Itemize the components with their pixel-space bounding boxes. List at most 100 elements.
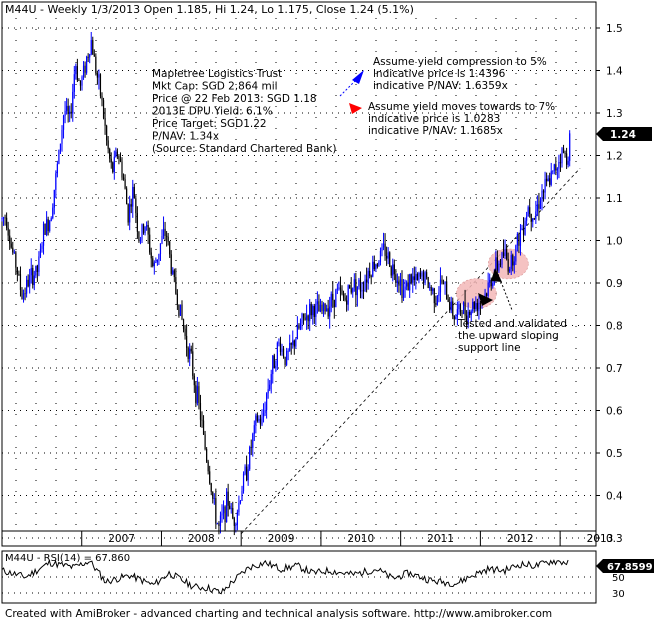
candle-body (39, 248, 42, 257)
candle-body (62, 115, 65, 130)
candle-body (376, 264, 378, 267)
last-price-badge (596, 127, 652, 141)
candle-body (549, 178, 551, 185)
candle-body (4, 217, 6, 219)
candle-body (338, 287, 340, 289)
candle-body (207, 461, 209, 472)
info-line: (Source: Standard Chartered Bank) (152, 143, 336, 155)
candle-body (213, 498, 215, 499)
candle-body (232, 507, 234, 519)
candle-body (427, 277, 429, 288)
candle-body (512, 255, 514, 266)
candle-body (199, 402, 202, 420)
candle-body (12, 247, 14, 253)
candle-body (172, 270, 174, 274)
candle-body (346, 300, 348, 305)
candle-body (289, 343, 291, 351)
candle-body (516, 233, 518, 246)
candles-group (1, 31, 571, 536)
candle-body (306, 315, 308, 320)
candle-body (435, 303, 437, 305)
candle-body (553, 164, 555, 171)
candle-body (35, 265, 37, 276)
candle-body (307, 315, 309, 322)
candle-body (10, 243, 12, 248)
candle-body (384, 243, 386, 256)
candle-body (16, 267, 18, 274)
candle-body (555, 164, 557, 171)
candle-body (533, 218, 535, 220)
candle-body (233, 518, 235, 526)
candle-body (156, 259, 158, 263)
candle-body (204, 434, 206, 450)
candle-body (536, 204, 538, 212)
candle-body (278, 342, 280, 344)
candle-body (162, 228, 165, 237)
candle-body (112, 162, 114, 173)
candle-body (58, 149, 60, 164)
candle-body (256, 415, 258, 421)
candle-body (22, 293, 25, 300)
candle-body (82, 65, 85, 77)
y-tick-label: 0.8 (606, 321, 623, 333)
candle-body (89, 54, 91, 58)
x-tick-label: 2008 (188, 533, 215, 545)
candle-body (281, 348, 283, 352)
candle-body (362, 290, 365, 291)
candle-body (424, 272, 426, 284)
candle-body (196, 386, 198, 403)
candle-body (321, 304, 323, 311)
candle-body (121, 161, 123, 178)
candle-body (355, 279, 357, 296)
candle-body (55, 173, 57, 190)
y-tick-label: 0.4 (606, 491, 623, 503)
candle-body (129, 204, 131, 223)
candle-body (556, 168, 558, 171)
candle-body (18, 273, 20, 275)
candle-body (470, 311, 472, 316)
candle-body (389, 252, 391, 267)
candle-body (250, 447, 252, 448)
candle-body (49, 221, 51, 231)
candle-body (178, 304, 180, 316)
rsi-title: M44U - RSI(14) = 67.860 (5, 553, 130, 564)
candle-body (564, 153, 566, 154)
info-line: 2013E DPU Yield: 6.1% (152, 106, 273, 118)
x-tick-label: 2010 (347, 533, 374, 545)
candle-body (302, 313, 305, 318)
candle-body (166, 235, 168, 237)
candle-body (38, 256, 40, 272)
candle-body (310, 303, 312, 316)
candle-body (395, 274, 397, 284)
support-arrow-stem (497, 273, 513, 311)
candle-body (409, 274, 411, 291)
candle-body (379, 251, 382, 263)
rsi-tick-label: 50 (612, 573, 625, 584)
candle-body (126, 188, 128, 205)
candle-body (270, 374, 272, 385)
candle-body (109, 148, 111, 159)
annotation-line: Assume yield moves towards to 7% (368, 101, 555, 113)
candle-body (255, 415, 257, 426)
candle-body (167, 236, 169, 242)
candle-body (324, 303, 326, 312)
candle-body (293, 340, 295, 347)
candle-body (366, 279, 368, 283)
candle-body (453, 315, 455, 320)
candle-body (92, 40, 94, 55)
candle-body (170, 254, 172, 274)
candle-body (219, 515, 222, 527)
last-price-text: 1.24 (610, 129, 636, 141)
candle-body (426, 272, 428, 278)
candle-body (404, 286, 406, 290)
last-price-label: 1.24 (596, 127, 652, 141)
candle-body (146, 225, 148, 227)
info-line: Mapletree Logistics Trust (152, 68, 282, 80)
candle-body (13, 252, 15, 254)
candle-body (472, 301, 474, 312)
candle-body (193, 375, 195, 386)
candle-body (47, 219, 49, 231)
candle-body (527, 207, 529, 217)
y-tick-label: 1.2 (606, 151, 623, 163)
rsi-line (1, 558, 569, 595)
